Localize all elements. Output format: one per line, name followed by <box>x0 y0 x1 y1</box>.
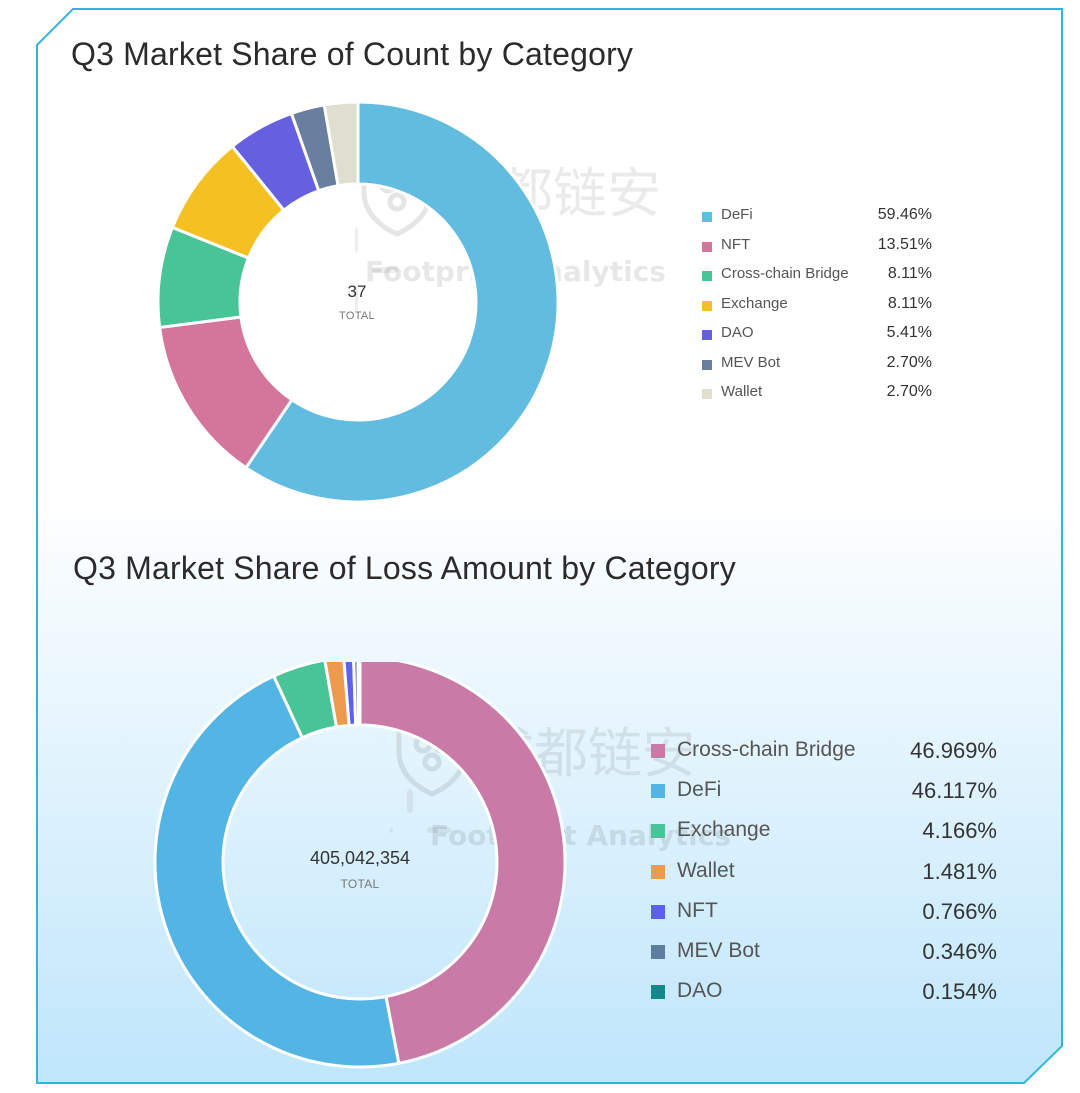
legend-item[interactable]: MEV Bot 2.70% <box>702 354 942 383</box>
legend-item[interactable]: DeFi 46.117% <box>651 778 1001 818</box>
legend-label: NFT <box>677 898 718 922</box>
legend-swatch <box>651 945 665 959</box>
legend-label: Cross-chain Bridge <box>677 738 856 761</box>
donut-total-label: TOTAL <box>339 310 375 322</box>
legend-value: 0.766% <box>922 898 997 924</box>
donut-chart-count <box>156 100 560 504</box>
legend-item[interactable]: Cross-chain Bridge 46.969% <box>651 738 1001 778</box>
legend-item[interactable]: DAO 0.154% <box>651 979 1001 1019</box>
legend-value: 46.117% <box>911 778 997 804</box>
legend-item[interactable]: Exchange 4.166% <box>651 818 1001 858</box>
donut-slice-defi[interactable] <box>243 100 560 504</box>
legend-value: 2.70% <box>886 383 932 400</box>
legend-item[interactable]: Wallet 2.70% <box>702 383 942 412</box>
legend-item[interactable]: Exchange 8.11% <box>702 295 942 324</box>
donut-chart-loss <box>153 662 567 1069</box>
legend-swatch <box>651 744 665 758</box>
frame-border <box>36 8 1063 1084</box>
legend-item[interactable]: MEV Bot 0.346% <box>651 939 1001 979</box>
legend-label: DAO <box>677 979 723 1003</box>
legend-count: DeFi 59.46% NFT 13.51% Cross-chain Bridge 8.1… <box>702 206 942 406</box>
legend-value: 59.46% <box>877 206 932 223</box>
legend-swatch <box>702 389 712 399</box>
legend-label: NFT <box>721 235 751 253</box>
donut-slice-cross-chain-bridge[interactable] <box>358 662 567 1066</box>
donut-total-label: TOTAL <box>340 877 380 891</box>
legend-item[interactable]: Cross-chain Bridge 8.11% <box>702 265 942 294</box>
legend-swatch <box>702 359 712 370</box>
legend-value: 5.41% <box>886 324 932 341</box>
legend-item[interactable]: NFT 0.766% <box>651 899 1001 939</box>
legend-label: MEV Bot <box>721 353 781 371</box>
legend-label: DAO <box>721 324 754 341</box>
legend-value: 1.481% <box>922 858 997 884</box>
legend-swatch <box>702 241 712 252</box>
legend-swatch <box>702 212 712 222</box>
donut-total-value: 37 <box>347 282 367 301</box>
legend-swatch <box>651 985 665 1000</box>
legend-swatch <box>702 330 712 340</box>
legend-value: 46.969% <box>910 738 997 763</box>
legend-value: 0.154% <box>922 979 997 1005</box>
legend-label: Wallet <box>721 383 763 400</box>
legend-value: 0.346% <box>922 939 997 964</box>
legend-value: 2.70% <box>886 353 932 371</box>
legend-swatch <box>651 824 665 839</box>
legend-label: Exchange <box>721 294 788 312</box>
legend-value: 8.11% <box>887 294 932 312</box>
legend-label: DeFi <box>677 778 722 802</box>
legend-label: MEV Bot <box>677 939 760 962</box>
legend-swatch <box>651 904 665 919</box>
legend-label: Wallet <box>677 858 735 882</box>
legend-item[interactable]: DeFi 59.46% <box>702 206 942 235</box>
chart-title-loss: Q3 Market Share of Loss Amount by Catego… <box>73 550 736 586</box>
legend-swatch <box>702 300 712 311</box>
legend-label: Exchange <box>677 818 771 842</box>
legend-value: 13.51% <box>877 235 932 253</box>
chart-title-count: Q3 Market Share of Count by Category <box>71 36 634 72</box>
legend-label: DeFi <box>721 206 753 223</box>
legend-loss: Cross-chain Bridge 46.969% DeFi 46.117% Exch… <box>651 738 1001 1018</box>
legend-swatch <box>702 271 712 281</box>
legend-swatch <box>651 784 665 799</box>
legend-value: 4.166% <box>922 818 997 844</box>
legend-item[interactable]: DAO 5.41% <box>702 324 942 353</box>
donut-total-value: 405,042,354 <box>309 848 411 868</box>
legend-value: 8.11% <box>887 265 932 282</box>
donut-slice-wallet[interactable] <box>322 100 360 188</box>
legend-item[interactable]: NFT 13.51% <box>702 236 942 265</box>
donut-slice-dao[interactable] <box>356 662 362 727</box>
donut-slice-defi[interactable] <box>153 674 401 1069</box>
legend-item[interactable]: Wallet 1.481% <box>651 859 1001 899</box>
legend-swatch <box>651 864 665 879</box>
legend-label: Cross-chain Bridge <box>721 265 849 282</box>
